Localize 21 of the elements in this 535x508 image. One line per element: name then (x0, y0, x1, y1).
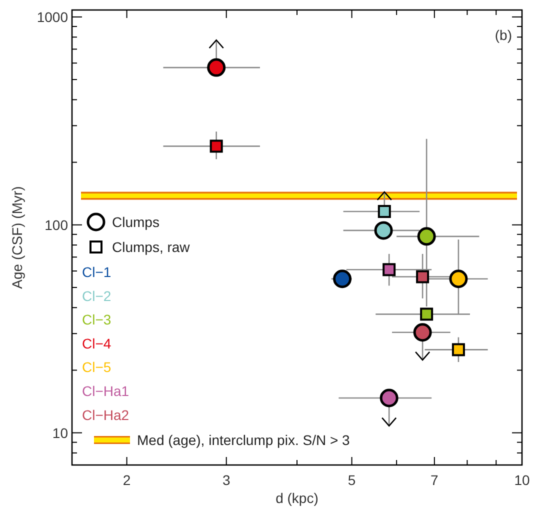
text: Cl−3 (82, 312, 112, 328)
y-tick-label: 10 (52, 424, 68, 441)
x-tick-label: 7 (430, 472, 439, 488)
y-tick-label: 100 (44, 216, 68, 233)
annotation: (b) (494, 27, 512, 43)
y-axis-title: Age (CSF) (Myr) (9, 186, 25, 289)
legend-label: Med (age), interclump pix. S/N > 3 (137, 432, 350, 448)
x-axis-title: d (kpc) (276, 490, 318, 506)
legend-label: Clumps (112, 214, 160, 230)
y-tick-label: 1000 (36, 8, 68, 25)
text: Cl−Ha1 (82, 383, 130, 399)
x-tick-label: 10 (514, 472, 530, 488)
x-tick-label: 3 (222, 472, 230, 488)
text: Cl−5 (82, 359, 112, 376)
text: Cl−Ha2 (82, 406, 130, 423)
x-tick-label: 2 (122, 472, 131, 488)
text: Cl−1 (82, 264, 112, 280)
text: Cl−2 (82, 288, 112, 304)
x-tick-label: 5 (348, 472, 356, 488)
text: Cl−4 (82, 335, 112, 352)
legend-label: Clumps, raw (112, 239, 191, 255)
